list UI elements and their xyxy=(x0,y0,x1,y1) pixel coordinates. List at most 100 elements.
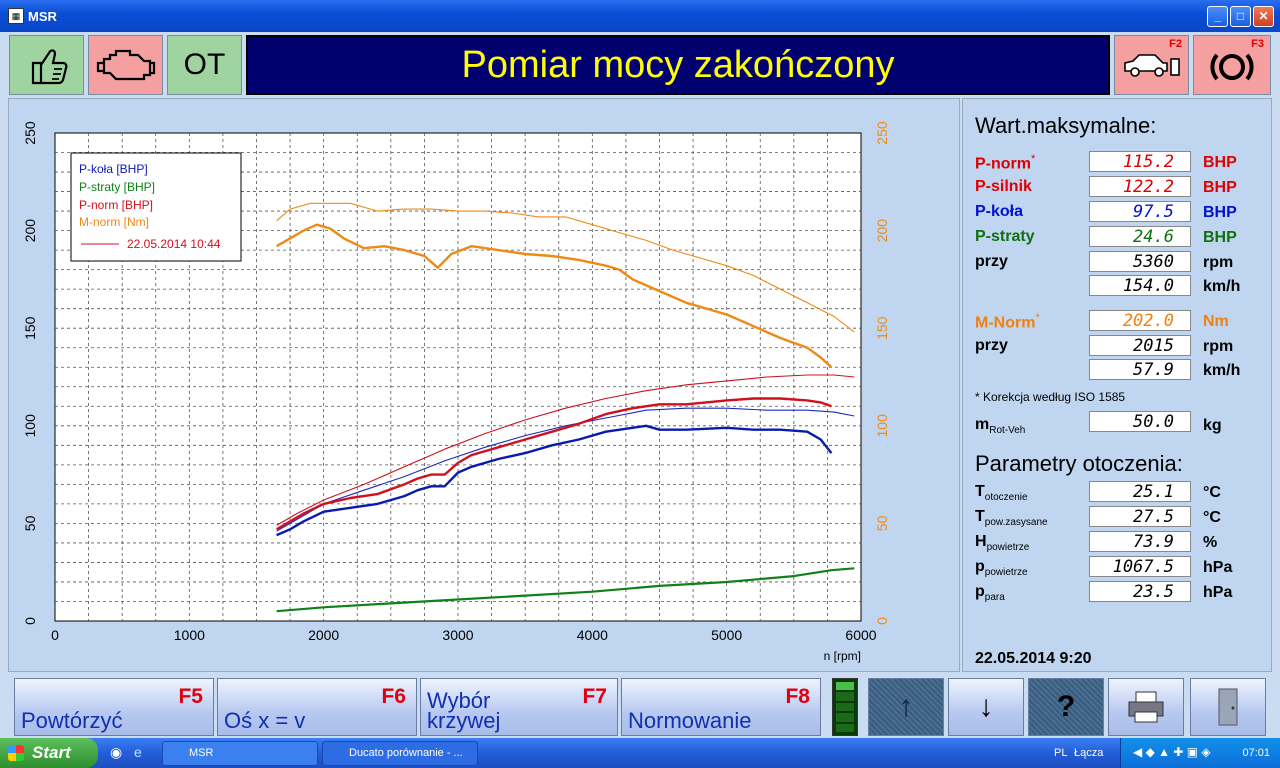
door-icon xyxy=(1218,688,1238,726)
normalization-label: Normowanie xyxy=(628,708,752,733)
maximize-button[interactable]: □ xyxy=(1230,6,1251,27)
max-row-unit: rpm xyxy=(1203,254,1234,271)
brake-warning-icon xyxy=(1210,53,1254,81)
arrow-up-icon: ↑ xyxy=(898,690,914,723)
f5-key-label: F5 xyxy=(178,685,203,708)
max-row-unit: BHP xyxy=(1203,154,1237,171)
series-line-m-norm-nm-22-05-2014-10-44 xyxy=(276,202,855,333)
ambient-heading: Parametry otoczenia: xyxy=(975,451,1183,476)
repeat-button[interactable]: F5 Powtórzyć xyxy=(14,678,214,736)
title-bar: ▦ MSR _ □ ✕ xyxy=(0,0,1280,32)
max-row-value: 154.0 xyxy=(1089,275,1191,296)
taskbar-item-msr[interactable]: MSR xyxy=(162,741,318,766)
top-toolbar: OT Pomiar mocy zakończony F2 F3 xyxy=(0,32,1280,96)
max-row-label: P-norm* xyxy=(975,153,1036,173)
max-row-value: 122.2 xyxy=(1089,176,1191,197)
y-tick-label: 200 xyxy=(22,219,38,243)
series-line-p-straty-bhp- xyxy=(276,567,855,613)
max-row-value: 57.9 xyxy=(1089,359,1191,380)
max-row-label: P-silnik xyxy=(975,178,1032,195)
ambient-row-unit: hPa xyxy=(1203,559,1233,576)
f6-key-label: F6 xyxy=(381,685,406,708)
y-tick-label: 0 xyxy=(22,617,38,625)
engine-button[interactable] xyxy=(88,35,163,95)
ambient-row-value: 25.1 xyxy=(1089,481,1191,502)
max-row-value: 24.6 xyxy=(1089,226,1191,247)
status-message: Pomiar mocy zakończony xyxy=(246,35,1110,95)
chart-panel: 0 1000 2000 3000 4000 5000 6000 0 50 100 150 200 25… xyxy=(8,98,960,672)
series-line-p-norm-bhp- xyxy=(275,397,832,531)
system-tray: ◀ ◆ ▲ ✚ ▣ ◈ 07:01 xyxy=(1120,738,1280,768)
ot-button[interactable]: OT xyxy=(167,35,242,95)
results-panel: Wart.maksymalne: * Korekcja według ISO 1… xyxy=(962,98,1272,672)
ambient-row-unit: °C xyxy=(1203,509,1221,526)
max-row-value: 2015 xyxy=(1089,335,1191,356)
taskbar: Start ◉ e MSR Ducato porównanie - ... PL… xyxy=(0,738,1280,768)
ambient-row-unit: % xyxy=(1203,534,1218,551)
window-title: MSR xyxy=(28,8,57,24)
close-button[interactable]: ✕ xyxy=(1253,6,1274,27)
curve-select-label: Wybór krzywej xyxy=(427,688,501,733)
vehicle-button[interactable]: F2 xyxy=(1114,35,1189,95)
max-row-unit: BHP xyxy=(1203,204,1237,221)
y-tick-label: 100 xyxy=(22,414,38,438)
x-tick-label: 2000 xyxy=(308,627,339,643)
ambient-row-value: 73.9 xyxy=(1089,531,1191,552)
legend-box xyxy=(70,152,242,262)
max-row-label: przy xyxy=(975,253,1008,270)
y2-tick-label: 150 xyxy=(874,316,890,340)
minimize-button[interactable]: _ xyxy=(1207,6,1228,27)
max-row-label: przy xyxy=(975,337,1008,354)
y-tick-label: 50 xyxy=(22,515,38,531)
max-row-unit: km/h xyxy=(1203,362,1241,379)
chart-series xyxy=(275,202,855,613)
curve-select-label-line2: krzywej xyxy=(427,708,501,733)
f7-key-label: F7 xyxy=(582,685,607,708)
mrot-label: mRot-Veh xyxy=(975,416,1026,437)
max-row-unit: BHP xyxy=(1203,179,1237,196)
browser-icon[interactable]: e xyxy=(134,744,142,760)
x-tick-label: 0 xyxy=(51,627,59,643)
x-axis-speed-button[interactable]: F6 Oś x = v xyxy=(217,678,417,736)
x-axis-speed-label: Oś x = v xyxy=(224,708,306,733)
language-indicator[interactable]: PL xyxy=(1054,747,1068,759)
taskbar-item-ducato[interactable]: Ducato porównanie - ... xyxy=(322,741,478,766)
y2-tick-label: 50 xyxy=(874,515,890,531)
ambient-row-label: Hpowietrze xyxy=(975,533,1030,554)
ambient-row-label: Tpow.zasysane xyxy=(975,508,1048,529)
ambient-row-label: ppara xyxy=(975,583,1005,604)
curve-select-label-line1: Wybór xyxy=(427,688,491,713)
function-key-bar: F5 Powtórzyć F6 Oś x = v F7 Wybór krzywej… xyxy=(0,674,1280,738)
brake-button[interactable]: F3 xyxy=(1193,35,1271,95)
x-tick-label: 6000 xyxy=(845,627,876,643)
ambient-row-value: 27.5 xyxy=(1089,506,1191,527)
max-row-value: 115.2 xyxy=(1089,151,1191,172)
series-line-p-norm-bhp-22-05-2014-10-44 xyxy=(276,374,855,526)
arrow-down-icon: ↓ xyxy=(978,690,994,723)
max-row-label: P-straty xyxy=(975,228,1035,245)
y-tick-label: 150 xyxy=(22,316,38,340)
arrow-down-button[interactable]: ↓ xyxy=(948,678,1024,736)
curve-select-button[interactable]: F7 Wybór krzywej xyxy=(420,678,618,736)
x-axis-ticks: 0 1000 2000 3000 4000 5000 6000 xyxy=(51,627,877,643)
arrow-up-button[interactable]: ↑ xyxy=(868,678,944,736)
normalization-button[interactable]: F8 Normowanie xyxy=(621,678,821,736)
car-icon xyxy=(1123,54,1180,77)
exit-button[interactable] xyxy=(1190,678,1266,736)
thumbs-up-button[interactable] xyxy=(9,35,84,95)
ambient-row-label: Totoczenie xyxy=(975,483,1028,504)
links-toolbar[interactable]: Łącza xyxy=(1074,747,1104,759)
chart-legend: P-koła [BHP] P-straty [BHP] P-norm [BHP]… xyxy=(70,152,242,262)
help-button[interactable]: ? xyxy=(1028,678,1104,736)
ambient-row-value: 1067.5 xyxy=(1089,556,1191,577)
y-axis-ticks: 0 50 100 150 200 250 xyxy=(22,121,38,625)
ambient-row-unit: °C xyxy=(1203,484,1221,501)
print-button[interactable] xyxy=(1108,678,1184,736)
quicklaunch-icon[interactable]: ◉ xyxy=(110,744,123,760)
thumbs-up-icon xyxy=(31,49,67,85)
tray-icons[interactable]: ◀ ◆ ▲ ✚ ▣ ◈ xyxy=(1133,745,1211,759)
start-button[interactable]: Start xyxy=(0,738,98,768)
max-row-label: M-Norm* xyxy=(975,312,1040,332)
x-tick-label: 3000 xyxy=(442,627,473,643)
series-line-p-ko-a-bhp- xyxy=(276,424,833,537)
